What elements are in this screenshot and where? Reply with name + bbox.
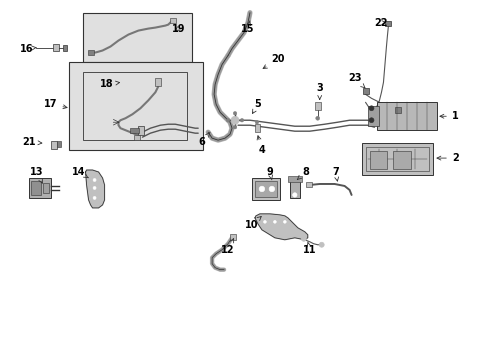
Text: 14: 14 xyxy=(72,167,88,178)
Text: 1: 1 xyxy=(439,111,458,121)
Circle shape xyxy=(315,116,319,120)
Bar xyxy=(369,151,386,169)
Bar xyxy=(395,107,401,113)
Bar xyxy=(29,178,51,198)
Text: 9: 9 xyxy=(266,167,273,180)
Bar xyxy=(287,176,301,182)
Bar xyxy=(68,62,203,150)
Circle shape xyxy=(240,118,244,122)
Bar xyxy=(62,45,66,50)
Text: 4: 4 xyxy=(257,136,265,155)
Circle shape xyxy=(292,193,296,197)
Bar xyxy=(251,178,279,200)
Circle shape xyxy=(301,236,305,241)
Bar xyxy=(365,147,428,171)
Text: 6: 6 xyxy=(199,132,210,147)
Bar xyxy=(134,135,140,140)
Circle shape xyxy=(368,106,373,111)
Text: 18: 18 xyxy=(100,79,120,89)
Bar xyxy=(314,102,320,110)
Polygon shape xyxy=(85,170,104,208)
Bar xyxy=(53,44,59,51)
Bar xyxy=(254,124,260,132)
Text: 15: 15 xyxy=(241,21,254,33)
Text: 3: 3 xyxy=(316,84,323,99)
Circle shape xyxy=(226,118,229,122)
Bar xyxy=(305,182,311,187)
Bar xyxy=(367,106,379,126)
Circle shape xyxy=(233,112,236,115)
Bar xyxy=(377,102,436,130)
Text: 12: 12 xyxy=(221,239,234,255)
Polygon shape xyxy=(254,214,307,240)
Text: 2: 2 xyxy=(436,153,458,163)
Bar xyxy=(155,78,161,86)
Bar xyxy=(31,181,41,195)
Text: 20: 20 xyxy=(263,54,284,68)
Circle shape xyxy=(368,118,373,123)
Bar xyxy=(130,128,139,133)
Circle shape xyxy=(233,125,236,129)
Bar xyxy=(361,143,432,175)
Text: 7: 7 xyxy=(331,167,338,181)
Bar xyxy=(82,72,187,140)
Bar xyxy=(362,88,368,94)
Text: 19: 19 xyxy=(171,24,184,33)
Circle shape xyxy=(93,197,96,199)
Bar xyxy=(138,126,144,135)
Bar xyxy=(87,50,93,55)
Bar xyxy=(229,234,236,240)
Text: 17: 17 xyxy=(44,99,67,109)
Circle shape xyxy=(255,121,258,124)
Bar xyxy=(82,13,192,62)
Bar xyxy=(170,18,176,23)
Circle shape xyxy=(268,186,274,192)
Circle shape xyxy=(93,179,96,181)
Circle shape xyxy=(93,186,96,189)
Text: 23: 23 xyxy=(347,73,365,88)
Bar xyxy=(254,181,276,197)
Bar xyxy=(393,151,410,169)
Text: 13: 13 xyxy=(30,167,43,183)
Text: 11: 11 xyxy=(303,242,316,255)
Bar xyxy=(42,183,49,193)
Bar xyxy=(385,21,390,26)
Circle shape xyxy=(319,242,324,247)
Text: 10: 10 xyxy=(244,216,261,230)
Circle shape xyxy=(273,220,276,223)
Bar xyxy=(289,180,299,198)
Circle shape xyxy=(230,116,239,124)
Text: 21: 21 xyxy=(22,137,42,147)
Circle shape xyxy=(259,186,264,192)
Bar xyxy=(51,141,57,149)
Text: 5: 5 xyxy=(252,99,261,113)
Text: 8: 8 xyxy=(297,167,308,180)
Bar xyxy=(57,141,61,147)
Circle shape xyxy=(263,220,266,223)
Text: 22: 22 xyxy=(374,18,387,28)
Circle shape xyxy=(283,220,285,223)
Text: 16: 16 xyxy=(20,44,36,54)
